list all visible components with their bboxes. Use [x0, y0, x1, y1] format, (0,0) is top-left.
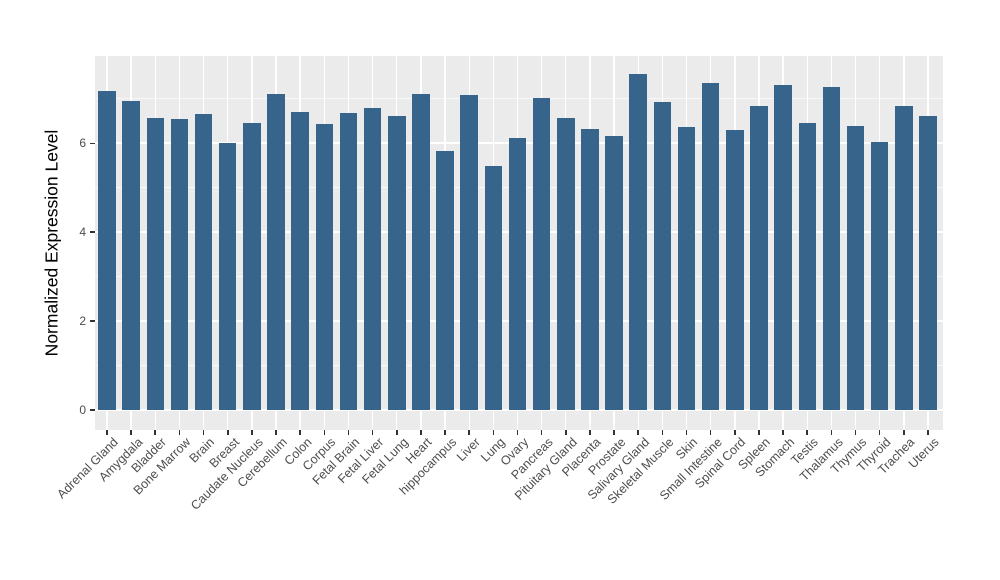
bar-thalamus	[822, 87, 841, 410]
x-tick-mark-1	[130, 430, 132, 435]
bar-colon	[291, 111, 309, 410]
x-tick-mark-17	[516, 430, 519, 435]
plot-panel	[95, 56, 943, 430]
x-tick-mark-20	[589, 430, 591, 435]
bar-spinal-cord	[726, 130, 744, 410]
x-tick-mark-12	[395, 430, 398, 435]
x-tick-mark-22	[637, 430, 640, 435]
bar-amygdala	[122, 101, 140, 410]
bar-breast	[218, 143, 237, 410]
y-tick-label: 6	[79, 136, 86, 151]
x-tick-mark-28	[782, 430, 784, 435]
bar-corpus	[315, 124, 334, 410]
x-tick-mark-25	[709, 430, 712, 435]
gridline-minor-y7	[95, 98, 943, 100]
bar-salivary-gland	[629, 73, 647, 410]
bar-uterus	[919, 115, 937, 410]
y-tick-mark-6	[90, 142, 95, 145]
bar-fetal-liver	[363, 108, 382, 410]
y-tick-mark-0	[90, 409, 95, 411]
bar-brain	[194, 113, 213, 410]
bar-small-intestine	[701, 83, 720, 410]
y-tick-label: 2	[79, 314, 86, 329]
x-tick-mark-24	[685, 430, 688, 435]
x-tick-mark-21	[613, 430, 615, 435]
x-tick-mark-5	[226, 430, 229, 435]
x-tick-mark-13	[420, 430, 422, 435]
bar-thyroid	[870, 141, 889, 410]
x-tick-mark-6	[251, 430, 253, 435]
bar-adrenal-gland	[98, 90, 116, 410]
x-tick-mark-34	[927, 430, 929, 435]
bar-pituitary-gland	[557, 118, 575, 410]
x-tick-mark-15	[468, 430, 470, 435]
y-tick-mark-2	[90, 320, 95, 322]
x-tick-mark-23	[661, 430, 664, 435]
bar-stomach	[774, 85, 792, 410]
x-tick-mark-10	[347, 430, 350, 435]
x-tick-mark-7	[275, 430, 277, 435]
bar-skeletal-muscle	[653, 101, 672, 410]
bar-testis	[798, 122, 816, 410]
bar-cerebellum	[267, 93, 285, 410]
x-tick-mark-27	[758, 430, 760, 435]
x-tick-mark-9	[323, 430, 326, 435]
x-tick-mark-30	[830, 430, 833, 435]
x-tick-mark-33	[903, 430, 905, 435]
bar-heart	[412, 93, 430, 410]
bar-pancreas	[532, 97, 551, 410]
x-tick-mark-32	[878, 430, 881, 435]
bar-trachea	[895, 105, 913, 410]
bar-placenta	[581, 129, 599, 410]
x-tick-mark-3	[178, 430, 181, 435]
bar-prostate	[605, 135, 623, 410]
x-tick-mark-11	[371, 430, 374, 435]
x-tick-mark-29	[806, 430, 809, 435]
y-tick-mark-4	[90, 231, 95, 233]
bar-bladder	[146, 118, 165, 410]
bar-ovary	[508, 138, 527, 410]
bar-fetal-lung	[388, 115, 406, 410]
x-tick-mark-0	[106, 430, 108, 435]
bar-spleen	[750, 105, 768, 410]
x-tick-mark-16	[492, 430, 495, 435]
bar-caudate-nucleus	[243, 123, 261, 410]
x-tick-mark-26	[734, 430, 736, 435]
x-tick-mark-2	[154, 430, 157, 435]
x-tick-label: Liver	[454, 435, 484, 465]
bar-fetal-brain	[339, 112, 358, 410]
x-tick-mark-14	[444, 430, 446, 435]
bar-bone-marrow	[170, 118, 189, 410]
x-tick-mark-18	[540, 430, 543, 435]
x-tick-mark-8	[299, 430, 301, 435]
bar-lung	[484, 165, 503, 410]
gridline-major-y0	[95, 409, 943, 411]
x-tick-mark-19	[564, 430, 567, 435]
x-tick-mark-4	[202, 430, 205, 435]
y-tick-label: 4	[79, 225, 86, 240]
bar-liver	[460, 95, 478, 410]
y-tick-label: 0	[79, 403, 86, 417]
bar-hippocampus	[436, 150, 454, 410]
x-tick-mark-31	[854, 430, 857, 435]
bar-thymus	[846, 125, 865, 410]
bar-skin	[677, 126, 696, 410]
